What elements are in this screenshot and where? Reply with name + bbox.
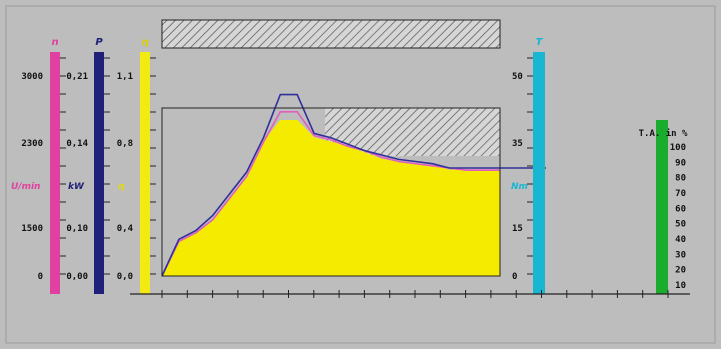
tick-labels-n: 3000 2300 1500 0 — [21, 72, 43, 282]
eta-tick-label: 1,1 — [117, 72, 133, 82]
P-tick-label: 0,21 — [66, 72, 88, 82]
axis-bar-eta — [140, 52, 150, 294]
eta-tick-label: 0,0 — [117, 272, 133, 282]
TA-tick-label: 100 — [670, 143, 686, 153]
tick-labels-T: 50 35 15 0 — [512, 72, 523, 282]
P-tick-label: 0,14 — [66, 139, 88, 149]
n-tick-label: 0 — [38, 272, 43, 282]
axis-letter-P: P — [95, 37, 103, 48]
tick-labels-eta: 1,1 0,8 0,4 0,0 — [117, 72, 134, 282]
TA-tick-label: 80 — [675, 174, 686, 184]
axis-bar-n — [50, 52, 60, 294]
T-tick-label: 0 — [512, 272, 517, 282]
P-tick-label: 0,10 — [66, 224, 88, 234]
tick-labels-TA: 100 90 80 70 60 50 40 30 20 10 — [670, 143, 686, 291]
unit-label-eta: η — [118, 182, 125, 192]
axis-letter-eta: η — [141, 37, 148, 48]
unit-label-T: Nm — [511, 182, 528, 192]
TA-tick-label: 60 — [675, 204, 686, 214]
series-line-2 — [161, 93, 500, 277]
x-ticks — [161, 290, 669, 298]
axis-letter-n: n — [51, 37, 58, 48]
series-area-0 — [162, 120, 500, 276]
T-tick-label: 50 — [512, 72, 523, 82]
eta-tick-label: 0,4 — [117, 224, 134, 234]
P-tick-label: 0,00 — [66, 272, 88, 282]
T-tick-label: 15 — [512, 224, 523, 234]
axis-letter-T: T — [536, 37, 544, 48]
n-tick-label: 3000 — [21, 72, 43, 82]
TA-tick-label: 30 — [675, 250, 686, 260]
axis-bar-TA — [656, 120, 668, 294]
unit-label-P: kW — [68, 182, 85, 192]
eta-tick-label: 0,8 — [117, 139, 133, 149]
tick-labels-P: 0,21 0,14 0,10 0,00 — [66, 72, 88, 282]
TA-tick-label: 20 — [675, 266, 686, 276]
top-hatched-band — [161, 19, 501, 49]
n-tick-label: 1500 — [21, 224, 43, 234]
axis-bar-P — [94, 52, 104, 294]
ta-title: T.A. in % — [639, 128, 688, 139]
axis-bar-ticks — [60, 57, 533, 275]
TA-tick-label: 50 — [675, 220, 686, 230]
plot-frame — [161, 107, 501, 277]
TA-tick-label: 10 — [675, 281, 686, 291]
T-tick-label: 35 — [512, 139, 523, 149]
plot-group — [161, 93, 546, 277]
unit-label-n: U/min — [11, 182, 40, 192]
TA-tick-label: 40 — [675, 235, 686, 245]
TA-tick-label: 70 — [675, 189, 686, 199]
TA-tick-label: 90 — [675, 158, 686, 168]
n-tick-label: 2300 — [21, 139, 43, 149]
axis-bar-T — [533, 52, 545, 294]
